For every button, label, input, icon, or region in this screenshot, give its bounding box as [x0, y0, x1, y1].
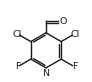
Text: F: F [72, 62, 77, 71]
Text: Cl: Cl [12, 30, 21, 39]
Text: O: O [60, 17, 67, 26]
Text: Cl: Cl [71, 30, 80, 39]
Text: N: N [43, 69, 49, 78]
Text: F: F [15, 62, 20, 71]
